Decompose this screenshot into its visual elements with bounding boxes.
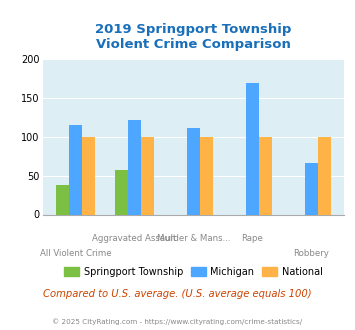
Text: Aggravated Assault: Aggravated Assault bbox=[92, 234, 177, 243]
Text: Rape: Rape bbox=[241, 234, 263, 243]
Text: All Violent Crime: All Violent Crime bbox=[40, 249, 111, 258]
Bar bbox=[69, 124, 82, 214]
Bar bbox=[56, 185, 69, 214]
Text: Compared to U.S. average. (U.S. average equals 100): Compared to U.S. average. (U.S. average … bbox=[43, 289, 312, 299]
Bar bbox=[318, 137, 331, 214]
Bar bbox=[187, 128, 200, 214]
Text: Robbery: Robbery bbox=[293, 249, 329, 258]
Bar bbox=[246, 83, 259, 214]
Bar bbox=[305, 163, 318, 214]
Bar bbox=[115, 170, 128, 214]
Bar bbox=[82, 137, 95, 214]
Bar bbox=[259, 137, 272, 214]
Text: Murder & Mans...: Murder & Mans... bbox=[157, 234, 230, 243]
Bar bbox=[128, 120, 141, 214]
Text: © 2025 CityRating.com - https://www.cityrating.com/crime-statistics/: © 2025 CityRating.com - https://www.city… bbox=[53, 318, 302, 325]
Bar bbox=[200, 137, 213, 214]
Legend: Springport Township, Michigan, National: Springport Township, Michigan, National bbox=[60, 263, 327, 280]
Title: 2019 Springport Township
Violent Crime Comparison: 2019 Springport Township Violent Crime C… bbox=[95, 23, 292, 51]
Bar bbox=[141, 137, 154, 214]
